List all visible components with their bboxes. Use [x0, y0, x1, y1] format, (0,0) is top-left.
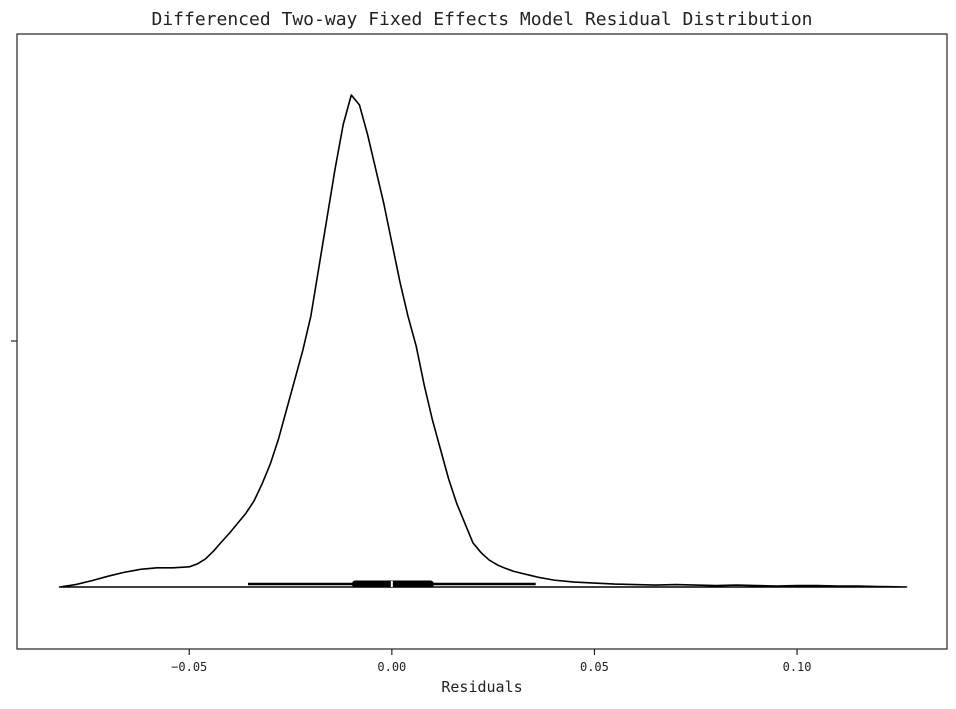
- x-axis: −0.05 0.00 0.05 0.10: [171, 649, 812, 674]
- x-axis-label: Residuals: [441, 678, 522, 696]
- x-tick-label: 0.00: [377, 660, 406, 674]
- chart-title: Differenced Two-way Fixed Effects Model …: [151, 9, 812, 30]
- violin-body: [58, 94, 908, 588]
- x-tick-label: 0.10: [783, 660, 812, 674]
- violin-group: [58, 94, 908, 588]
- x-tick-label: −0.05: [171, 660, 207, 674]
- box-group: [247, 580, 536, 588]
- x-tick-label: 0.05: [580, 660, 609, 674]
